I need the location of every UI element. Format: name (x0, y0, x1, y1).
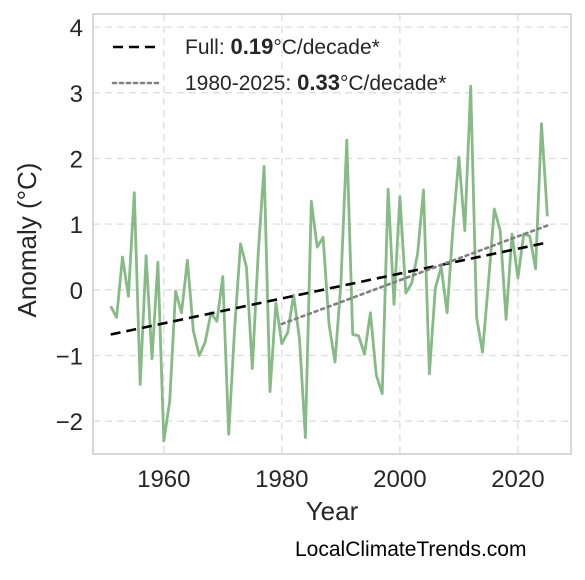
y-tick-label: 2 (70, 146, 83, 173)
y-tick-label: 3 (70, 81, 83, 108)
y-tick-label: −2 (56, 409, 83, 436)
full-trend-line (110, 241, 548, 336)
y-tick-label: 0 (70, 278, 83, 305)
plot-frame (92, 13, 572, 455)
x-tick-label: 1980 (255, 466, 308, 493)
legend-label: Full: 0.19°C/decade* (185, 34, 380, 59)
x-tick-label: 2020 (491, 466, 544, 493)
x-axis-label: Year (306, 496, 359, 526)
x-tick-label: 2000 (373, 466, 426, 493)
y-tick-label: 1 (70, 212, 83, 239)
legend-label: 1980-2025: 0.33°C/decade* (185, 70, 446, 95)
anomaly-series-line (109, 84, 549, 443)
y-axis-label: Anomaly (°C) (12, 163, 42, 318)
watermark: LocalClimateTrends.com (295, 538, 527, 561)
y-tick-label: 4 (70, 15, 83, 42)
y-tick-label: −1 (56, 343, 83, 370)
x-tick-label: 1960 (137, 466, 190, 493)
recent-trend-line (280, 224, 549, 326)
